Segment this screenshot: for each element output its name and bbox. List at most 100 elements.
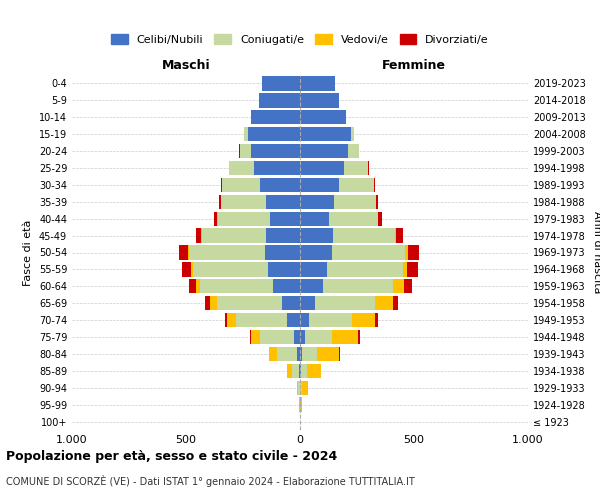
Bar <box>300 93 339 108</box>
Bar <box>300 161 344 175</box>
Bar <box>344 161 368 175</box>
Bar <box>271 212 300 226</box>
Bar <box>376 194 379 209</box>
Bar <box>250 330 251 344</box>
Bar <box>352 127 354 142</box>
Bar <box>395 228 396 243</box>
Bar <box>396 228 403 243</box>
Bar <box>225 313 227 328</box>
Bar <box>405 246 407 260</box>
Bar <box>277 346 296 361</box>
Bar <box>309 313 352 328</box>
Bar <box>300 178 339 192</box>
Bar <box>210 296 217 310</box>
Bar <box>239 144 251 158</box>
Bar <box>374 178 375 192</box>
Bar <box>300 76 335 90</box>
Bar <box>394 296 398 310</box>
Bar <box>328 262 403 276</box>
Bar <box>302 380 308 395</box>
Bar <box>334 194 376 209</box>
Bar <box>266 228 300 243</box>
Bar <box>375 296 394 310</box>
Bar <box>301 398 302 412</box>
Bar <box>219 194 221 209</box>
Bar <box>254 161 300 175</box>
Bar <box>307 364 320 378</box>
Bar <box>262 76 300 90</box>
Bar <box>265 246 300 260</box>
Bar <box>300 330 305 344</box>
Bar <box>259 93 300 108</box>
Bar <box>300 279 323 293</box>
Text: Femmine: Femmine <box>382 58 446 71</box>
Bar <box>188 246 190 260</box>
Bar <box>315 296 375 310</box>
Bar <box>375 313 378 328</box>
Bar <box>300 246 332 260</box>
Bar <box>227 313 236 328</box>
Bar <box>300 228 333 243</box>
Bar <box>266 194 300 209</box>
Bar <box>287 364 292 378</box>
Bar <box>202 228 266 243</box>
Bar <box>295 330 300 344</box>
Text: COMUNE DI SCORZÈ (VE) - Dati ISTAT 1° gennaio 2024 - Elaborazione TUTTITALIA.IT: COMUNE DI SCORZÈ (VE) - Dati ISTAT 1° ge… <box>6 475 415 487</box>
Bar <box>193 262 268 276</box>
Bar <box>407 262 418 276</box>
Bar <box>300 262 328 276</box>
Bar <box>377 212 378 226</box>
Legend: Celibi/Nubili, Coniugati/e, Vedovi/e, Divorziati/e: Celibi/Nubili, Coniugati/e, Vedovi/e, Di… <box>111 34 489 45</box>
Bar <box>300 127 352 142</box>
Bar <box>300 296 315 310</box>
Bar <box>332 246 405 260</box>
Bar <box>339 346 340 361</box>
Bar <box>407 246 419 260</box>
Bar <box>260 178 300 192</box>
Bar <box>317 346 339 361</box>
Bar <box>300 212 329 226</box>
Bar <box>236 313 287 328</box>
Bar <box>218 212 271 226</box>
Bar <box>299 364 300 378</box>
Bar <box>378 212 382 226</box>
Bar <box>205 296 210 310</box>
Bar <box>329 212 377 226</box>
Bar <box>251 144 300 158</box>
Bar <box>332 330 358 344</box>
Bar <box>301 364 307 378</box>
Bar <box>296 346 300 361</box>
Bar <box>323 279 394 293</box>
Bar <box>272 279 300 293</box>
Text: Popolazione per età, sesso e stato civile - 2024: Popolazione per età, sesso e stato civil… <box>6 450 337 463</box>
Bar <box>300 194 334 209</box>
Bar <box>348 144 359 158</box>
Bar <box>221 178 223 192</box>
Bar <box>296 380 298 395</box>
Bar <box>269 346 277 361</box>
Bar <box>292 364 299 378</box>
Bar <box>268 262 300 276</box>
Text: Maschi: Maschi <box>161 58 211 71</box>
Bar <box>287 313 300 328</box>
Bar <box>214 212 217 226</box>
Bar <box>404 279 412 293</box>
Y-axis label: Fasce di età: Fasce di età <box>23 220 33 286</box>
Bar <box>300 110 346 124</box>
Bar <box>305 330 332 344</box>
Bar <box>191 262 193 276</box>
Bar <box>196 279 200 293</box>
Bar <box>200 279 272 293</box>
Bar <box>394 279 404 293</box>
Bar <box>182 262 191 276</box>
Bar <box>244 127 248 142</box>
Bar <box>223 178 260 192</box>
Bar <box>298 380 299 395</box>
Bar <box>302 346 317 361</box>
Bar <box>339 178 374 192</box>
Bar <box>358 330 360 344</box>
Bar <box>229 161 254 175</box>
Y-axis label: Anni di nascita: Anni di nascita <box>592 211 600 294</box>
Bar <box>179 246 188 260</box>
Bar <box>300 144 348 158</box>
